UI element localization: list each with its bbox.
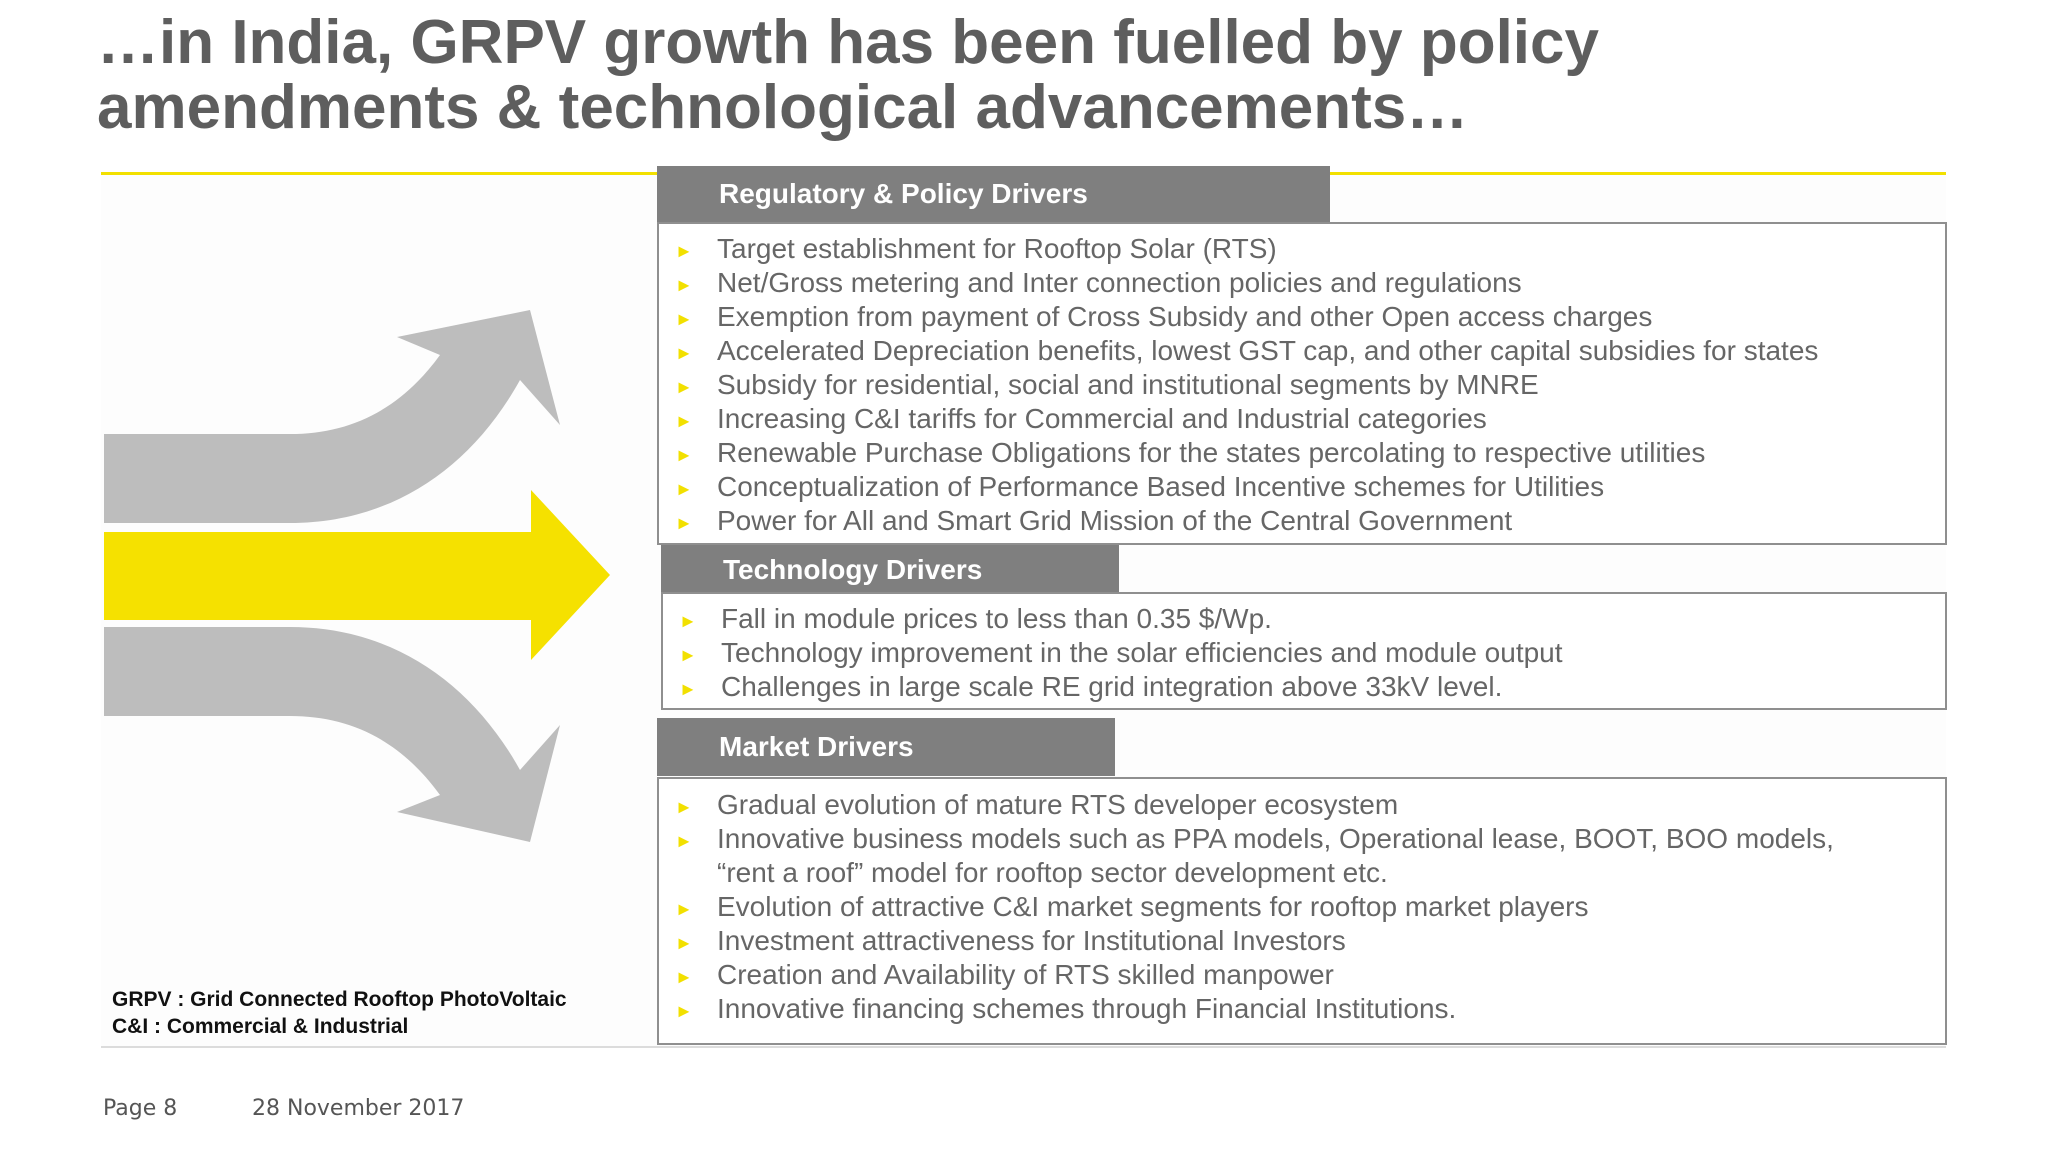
- list-item: ► Power for All and Smart Grid Mission of…: [659, 504, 1818, 538]
- list-item-continuation: “rent a roof” model for rooftop sector d…: [717, 857, 1388, 888]
- triangle-right-icon: ►: [675, 513, 693, 533]
- triangle-right-icon: ►: [679, 645, 697, 665]
- technology-drivers-header: Technology Drivers: [661, 545, 1119, 595]
- triangle-right-icon: ►: [675, 445, 693, 465]
- market-drivers-box: ► Gradual evolution of mature RTS develop…: [657, 777, 1947, 1045]
- triangle-right-icon: ►: [675, 275, 693, 295]
- list-item: ► Fall in module prices to less than 0.35…: [663, 602, 1563, 636]
- triangle-right-icon: ►: [675, 899, 693, 919]
- triangle-right-icon: ►: [675, 479, 693, 499]
- curved-down-arrow-icon: [104, 627, 560, 842]
- triangle-right-icon: ►: [675, 831, 693, 851]
- list-item: ► Innovative financing schemes through Fi…: [659, 992, 1834, 1026]
- list-item: ► Accelerated Depreciation benefits, lowe…: [659, 334, 1818, 368]
- list-item: ► Target establishment for Rooftop Solar …: [659, 232, 1818, 266]
- list-item: ► Net/Gross metering and Inter connection…: [659, 266, 1818, 300]
- list-item: ► Gradual evolution of mature RTS develop…: [659, 788, 1834, 822]
- triangle-right-icon: ►: [675, 309, 693, 329]
- page-title: …in India, GRPV growth has been fuelled …: [97, 10, 1997, 140]
- triangle-right-icon: ►: [675, 343, 693, 363]
- triangle-right-icon: ►: [675, 377, 693, 397]
- triangle-right-icon: ►: [675, 933, 693, 953]
- list-item: ► Subsidy for residential, social and ins…: [659, 368, 1818, 402]
- list-item: ► Innovative business models such as PPA …: [659, 822, 1834, 856]
- footer-divider: [101, 1046, 1946, 1048]
- triangle-right-icon: ►: [679, 679, 697, 699]
- page-title-line-1: …in India, GRPV growth has been fuelled …: [97, 8, 1599, 77]
- list-item: ► Investment attractiveness for Instituti…: [659, 924, 1834, 958]
- triangle-right-icon: ►: [675, 241, 693, 261]
- list-item: ► Conceptualization of Performance Based …: [659, 470, 1818, 504]
- title-rule-left: [101, 172, 657, 175]
- triangle-right-icon: ►: [675, 1001, 693, 1021]
- triangle-right-icon: ►: [675, 411, 693, 431]
- list-item: ► Creation and Availability of RTS skille…: [659, 958, 1834, 992]
- footer-date: 28 November 2017: [252, 1096, 465, 1121]
- list-item: ► Renewable Purchase Obligations for the …: [659, 436, 1818, 470]
- regulatory-drivers-header: Regulatory & Policy Drivers: [657, 166, 1330, 222]
- technology-drivers-list: ► Fall in module prices to less than 0.35…: [663, 602, 1563, 704]
- footnote-ci: C&I : Commercial & Industrial: [112, 1015, 409, 1038]
- list-item: ► Technology improvement in the solar eff…: [663, 636, 1563, 670]
- list-item: ► Exemption from payment of Cross Subsidy…: [659, 300, 1818, 334]
- regulatory-drivers-list: ► Target establishment for Rooftop Solar …: [659, 232, 1818, 538]
- triangle-right-icon: ►: [679, 611, 697, 631]
- footnote-grpv: GRPV : Grid Connected Rooftop PhotoVolta…: [112, 988, 567, 1011]
- market-drivers-header: Market Drivers: [657, 718, 1115, 776]
- list-item: ► Challenges in large scale RE grid integ…: [663, 670, 1563, 704]
- technology-drivers-box: ► Fall in module prices to less than 0.35…: [661, 592, 1947, 710]
- title-rule-right: [1330, 172, 1946, 175]
- market-drivers-list: ► Gradual evolution of mature RTS develop…: [659, 788, 1834, 1026]
- page-title-line-2: amendments & technological advancements…: [97, 73, 1469, 142]
- straight-right-arrow-icon: [104, 490, 610, 660]
- abbreviation-footnotes: GRPV : Grid Connected Rooftop PhotoVolta…: [112, 986, 567, 1040]
- triangle-right-icon: ►: [675, 967, 693, 987]
- list-item: ► Increasing C&I tariffs for Commercial a…: [659, 402, 1818, 436]
- page-number: Page 8: [103, 1096, 178, 1121]
- regulatory-drivers-box: ► Target establishment for Rooftop Solar …: [657, 222, 1947, 545]
- triangle-right-icon: ►: [675, 797, 693, 817]
- curved-up-arrow-icon: [104, 310, 560, 523]
- list-item: ► Evolution of attractive C&I market segm…: [659, 890, 1834, 924]
